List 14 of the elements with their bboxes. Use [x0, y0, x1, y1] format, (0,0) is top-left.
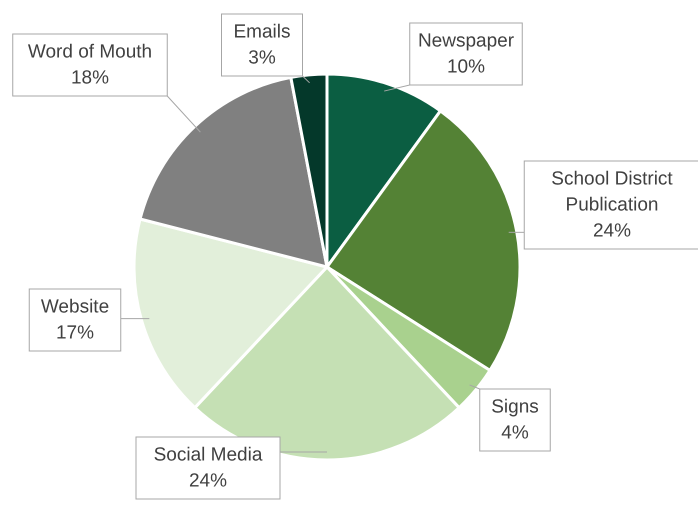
slice-label: Word of Mouth	[28, 42, 152, 62]
data-label: 17%	[56, 322, 94, 344]
slice-label: Newspaper	[418, 30, 515, 52]
data-label: 3%	[248, 48, 276, 68]
slice-label: Website	[40, 296, 110, 318]
data-label: 24%	[188, 470, 228, 492]
slice-label: Social Media	[154, 444, 263, 466]
data-label: 24%	[592, 220, 632, 242]
slice-label: Emails	[233, 22, 291, 42]
slice-label: Signs	[491, 396, 539, 418]
data-label: 4%	[501, 422, 529, 444]
data-label: 18%	[70, 68, 110, 88]
slice-label: School District Publication	[551, 168, 674, 216]
data-label: 10%	[446, 56, 486, 78]
